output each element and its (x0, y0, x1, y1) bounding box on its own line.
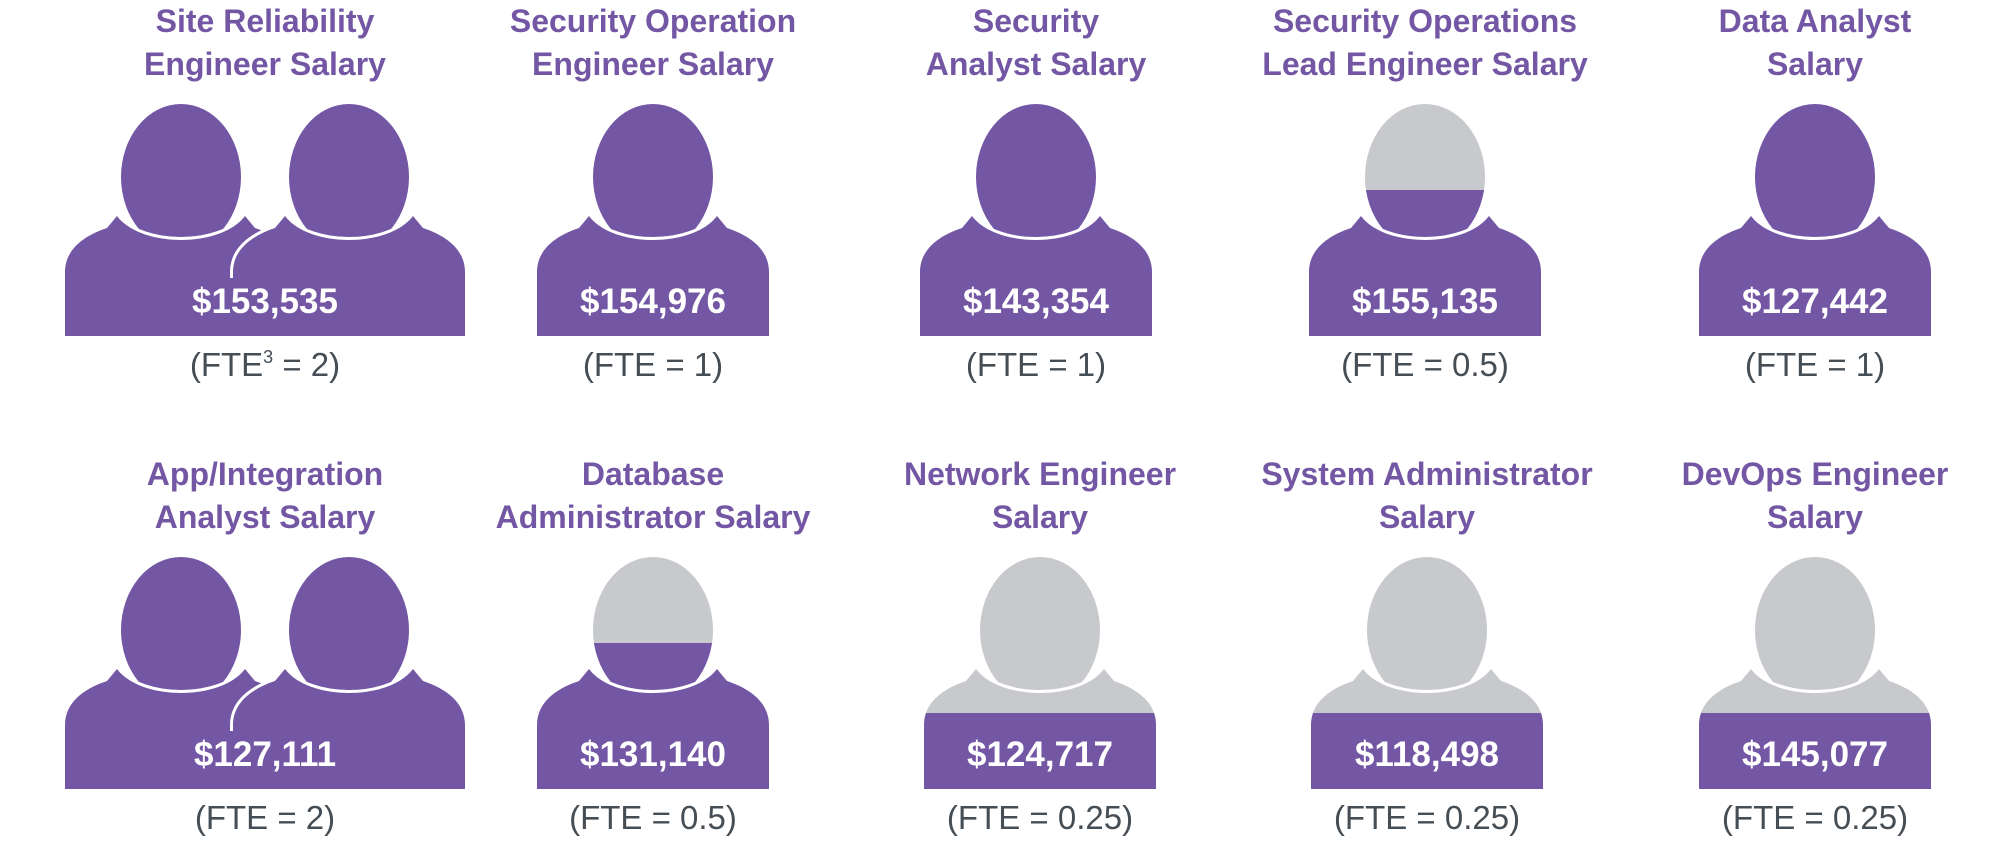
salary-value: $118,498 (1354, 735, 1500, 774)
salary-value: $155,135 (1352, 282, 1498, 321)
salary-value: $124,717 (967, 735, 1113, 774)
person-figure-group-icon (62, 101, 468, 339)
salary-value: $127,442 (1742, 282, 1888, 321)
fte-label: (FTE = 0.5) (1341, 346, 1509, 383)
role-title: Security Operations Lead Engineer Salary (1262, 3, 1588, 82)
person-figure-icon (534, 554, 772, 792)
salary-band (537, 731, 769, 789)
person-figure-icon (1696, 101, 1934, 339)
salary-value: $145,077 (1742, 735, 1888, 774)
role-title: Data Analyst Salary (1718, 3, 1912, 82)
person-figure-icon (921, 554, 1159, 792)
salary-band (1311, 731, 1543, 789)
salary-band (1699, 731, 1931, 789)
person-figure-icon (534, 101, 772, 339)
fte-label: (FTE = 1) (582, 346, 724, 383)
salary-value: $131,140 (580, 735, 726, 774)
fte-label: (FTE = 1) (965, 346, 1107, 383)
role-title: System Administrator Salary (1261, 456, 1593, 535)
fte-label: (FTE = 2) (194, 799, 336, 836)
fte-label: (FTE = 0.5) (569, 799, 737, 836)
person-figure-icon (917, 101, 1155, 339)
salary-value: $154,976 (580, 282, 726, 321)
fte-label: (FTE = 0.25) (946, 799, 1134, 836)
role-title: App/Integration Analyst Salary (146, 456, 384, 535)
role-title: DevOps Engineer Salary (1681, 456, 1949, 535)
person-figure-icon (1308, 554, 1546, 792)
salary-value: $153,535 (192, 282, 338, 321)
role-title: Security Analyst Salary (925, 3, 1147, 82)
person-figure-icon (1696, 554, 1934, 792)
salary-band (537, 278, 769, 336)
salary-band (65, 731, 465, 789)
salary-band (924, 731, 1156, 789)
person-figure-group-icon (62, 554, 468, 792)
fte-label: (FTE = 0.25) (1333, 799, 1521, 836)
role-title: Security Operation Engineer Salary (509, 3, 797, 82)
salary-value: $143,354 (963, 282, 1109, 321)
salary-band (1699, 278, 1931, 336)
fte-label: (FTE = 1) (1744, 346, 1886, 383)
fte-label: (FTE3 = 2) (189, 346, 341, 383)
person-figure-icon (1306, 101, 1544, 339)
role-title: Database Administrator Salary (495, 456, 811, 535)
fte-label: (FTE = 0.25) (1721, 799, 1909, 836)
salary-band (65, 278, 465, 336)
role-title: Site Reliability Engineer Salary (144, 3, 386, 82)
salary-band (920, 278, 1152, 336)
salary-band (1309, 278, 1541, 336)
role-title: Network Engineer Salary (903, 456, 1177, 535)
salary-value: $127,111 (193, 735, 337, 774)
